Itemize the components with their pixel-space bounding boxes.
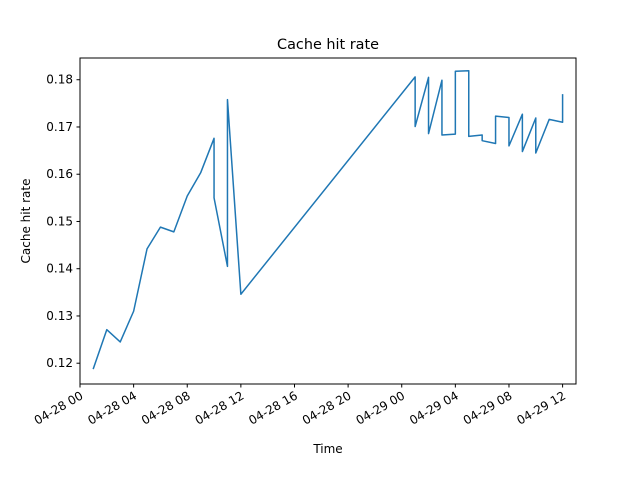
y-tick-label: 0.18: [46, 73, 73, 87]
x-tick-label: 04-29 08: [461, 388, 515, 427]
y-tick-label: 0.13: [46, 309, 73, 323]
series-line: [92, 70, 564, 370]
x-axis-ticks: 04-28 00 04-28 04 04-28 08 04-28 12 04-28 16…: [32, 384, 568, 428]
y-tick-label: 0.16: [46, 167, 73, 181]
x-tick-label: 04-29 04: [407, 388, 461, 427]
y-tick-label: 0.15: [46, 214, 73, 228]
x-tick-label: 04-28 12: [193, 388, 247, 427]
y-tick-label: 0.12: [46, 356, 73, 370]
x-tick-label: 04-28 00: [32, 388, 86, 427]
plot-series: [92, 70, 564, 370]
x-tick-label: 04-28 16: [246, 388, 300, 427]
x-tick-label: 04-29 12: [514, 388, 568, 427]
y-tick-label: 0.17: [46, 120, 73, 134]
y-tick-label: 0.14: [46, 262, 73, 276]
y-axis-label: Cache hit rate: [19, 179, 33, 264]
x-tick-label: 04-28 20: [300, 388, 354, 427]
plot-area-frame: [79, 57, 577, 385]
x-tick-label: 04-29 00: [354, 388, 408, 427]
y-axis-ticks: 0.12 0.13 0.14 0.15 0.16 0.17 0.18: [46, 73, 80, 370]
chart-title: Cache hit rate: [277, 37, 379, 53]
x-tick-label: 04-28 04: [85, 388, 139, 427]
x-tick-label: 04-28 08: [139, 388, 193, 427]
x-axis-label: Time: [312, 442, 342, 456]
